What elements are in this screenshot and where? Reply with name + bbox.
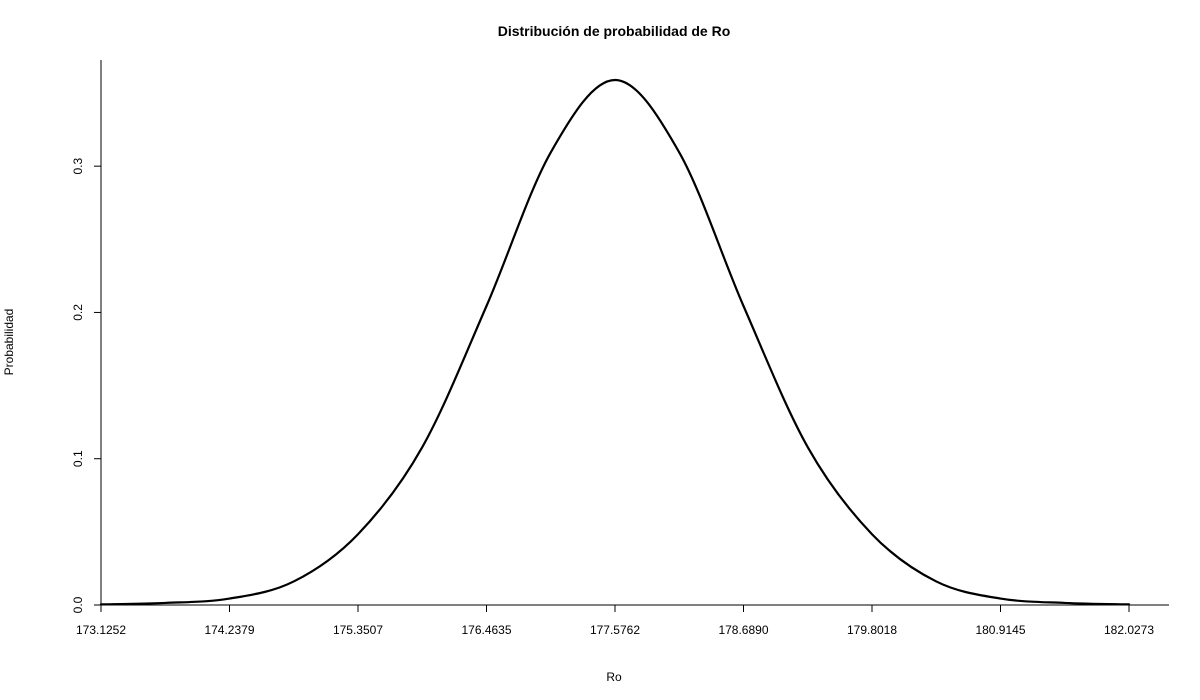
axes: 173.1252 174.2379 175.3507 176.4635 177.5762…: [71, 60, 1169, 637]
x-tick-label: 182.0273: [1104, 623, 1154, 637]
y-tick-label: 0.1: [71, 450, 85, 467]
x-tick-label: 179.8018: [847, 623, 897, 637]
curve-layer: [99, 78, 1131, 606]
x-tick-label: 174.2379: [204, 623, 254, 637]
x-tick-label: 178.6890: [718, 623, 768, 637]
x-tick-label: 177.5762: [590, 623, 640, 637]
y-tick-label: 0.3: [71, 157, 85, 174]
x-tick-label: 180.9145: [975, 623, 1025, 637]
density-curve: [99, 78, 1131, 606]
x-axis-label: Ro: [606, 670, 622, 684]
chart-title: Distribución de probabilidad de Ro: [498, 23, 731, 39]
x-tick-label: 173.1252: [76, 623, 126, 637]
y-tick-label: 0.0: [71, 596, 85, 613]
x-tick-label: 175.3507: [333, 623, 383, 637]
y-axis-label: Probabilidad: [2, 309, 16, 376]
x-tick-label: 176.4635: [461, 623, 511, 637]
y-tick-label: 0.2: [71, 304, 85, 321]
